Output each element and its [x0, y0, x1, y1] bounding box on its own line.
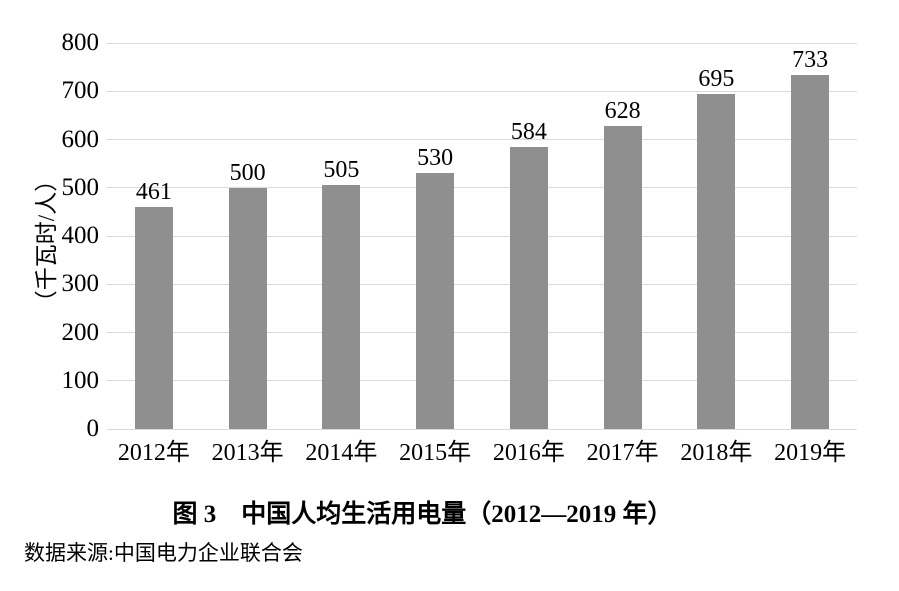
bar-value-2019年: 733 — [792, 47, 829, 74]
bar-2014年 — [322, 185, 361, 429]
x-tick-label-2018年: 2018年 — [680, 440, 753, 466]
x-tick-label-2014年: 2014年 — [305, 440, 378, 466]
gridline-y-800 — [107, 42, 857, 44]
x-tick-label-2017年: 2017年 — [586, 440, 659, 466]
x-tick-label-2016年: 2016年 — [492, 440, 565, 466]
y-tick-label-300: 300 — [61, 270, 100, 298]
y-tick-label-100: 100 — [61, 366, 100, 394]
gridline-y-0 — [107, 428, 857, 430]
data-source-note: 数据来源:中国电力企业联合会 — [24, 541, 303, 565]
y-tick-label-700: 700 — [61, 77, 100, 105]
gridline-y-200 — [107, 332, 857, 333]
x-tick-label-2012年: 2012年 — [117, 440, 190, 466]
gridline-y-300 — [107, 283, 857, 285]
gridline-y-700 — [107, 90, 857, 92]
y-tick-label-600: 600 — [61, 125, 100, 153]
y-axis-tick-labels: 0 100 200 300 400 500 600 700 800 — [0, 29, 100, 442]
plot-area: 461 2012年 500 2013年 505 2014年 530 2015年 584 2016年… — [107, 42, 857, 466]
gridline-y-100 — [107, 380, 857, 382]
bar-2017年 — [603, 126, 642, 429]
y-tick-label-0: 0 — [86, 415, 100, 442]
y-axis-title: （千瓦时/人） — [34, 168, 59, 314]
y-tick-label-200: 200 — [61, 318, 100, 346]
bar-value-2012年: 461 — [135, 178, 172, 205]
gridline-y-600 — [107, 139, 857, 140]
bar-value-2016年: 584 — [510, 119, 547, 146]
x-tick-label-2019年: 2019年 — [774, 440, 847, 466]
bar-value-2014年: 505 — [323, 157, 360, 184]
gridline-y-400 — [107, 235, 857, 237]
y-tick-label-500: 500 — [61, 173, 100, 201]
bar-value-2018年: 695 — [698, 65, 735, 92]
bar-2019年 — [791, 75, 830, 429]
x-tick-label-2013年: 2013年 — [211, 440, 284, 466]
bar-value-2013年: 500 — [229, 159, 266, 186]
bar-2015年 — [416, 173, 455, 429]
chart-title: 图 3 中国人均生活用电量（2012—2019 年） — [172, 501, 673, 528]
gridline-y-500 — [107, 187, 857, 189]
y-tick-label-400: 400 — [61, 222, 100, 249]
bar-2016年 — [509, 147, 548, 429]
x-tick-label-2015年: 2015年 — [399, 440, 472, 466]
bar-2013年 — [228, 187, 267, 429]
bar-2012年 — [134, 206, 173, 429]
bar-value-2015年: 530 — [417, 145, 454, 172]
y-tick-label-800: 800 — [61, 29, 100, 56]
bar-2018年 — [697, 93, 736, 429]
bar-value-2017年: 628 — [604, 98, 641, 124]
